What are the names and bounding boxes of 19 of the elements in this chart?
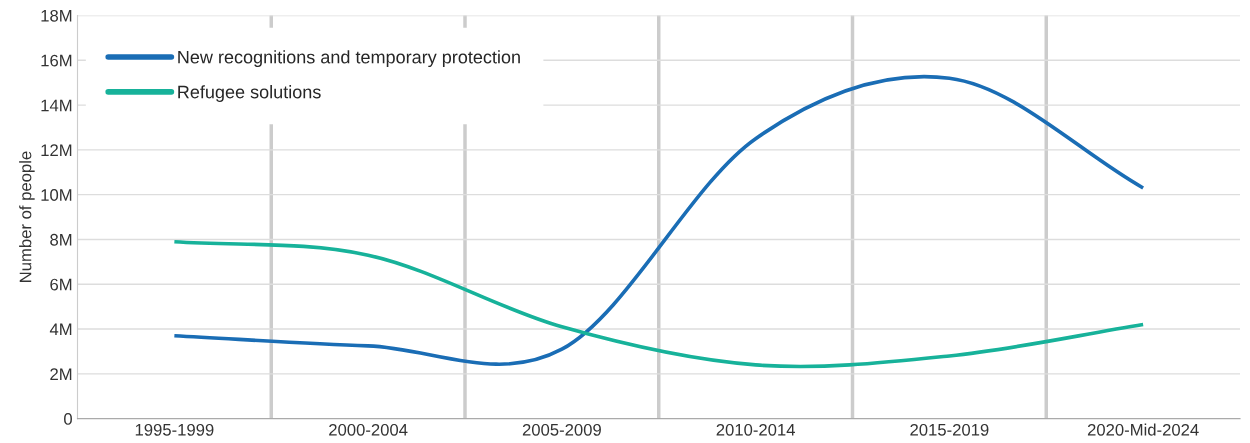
x-tick-label: 2020-Mid-2024 (1087, 423, 1199, 436)
y-axis-title: Number of people (19, 151, 35, 282)
y-tick-label: 10M (41, 189, 72, 201)
x-tick-label: 2005-2009 (522, 423, 601, 436)
y-tick-label: 0 (64, 413, 72, 425)
y-tick-label: 8M (50, 233, 72, 246)
legend-label: New recognitions and temporary protection (178, 50, 520, 68)
y-tick-label: 4M (49, 323, 72, 336)
y-tick-label: 6M (50, 278, 72, 291)
x-tick-label: 1995-1999 (135, 423, 214, 436)
x-tick-label: 2000-2004 (329, 423, 408, 436)
y-tick-label: 12M (41, 144, 72, 156)
y-tick-label: 14M (41, 99, 72, 112)
x-tick-label: 2010-2014 (716, 423, 795, 436)
legend-label: Refugee solutions (178, 85, 321, 102)
y-tick-label: 2M (50, 368, 72, 380)
y-tick-label: 18M (41, 9, 72, 22)
y-tick-label: 16M (41, 54, 72, 67)
x-tick-label: 2015-2019 (910, 423, 989, 436)
